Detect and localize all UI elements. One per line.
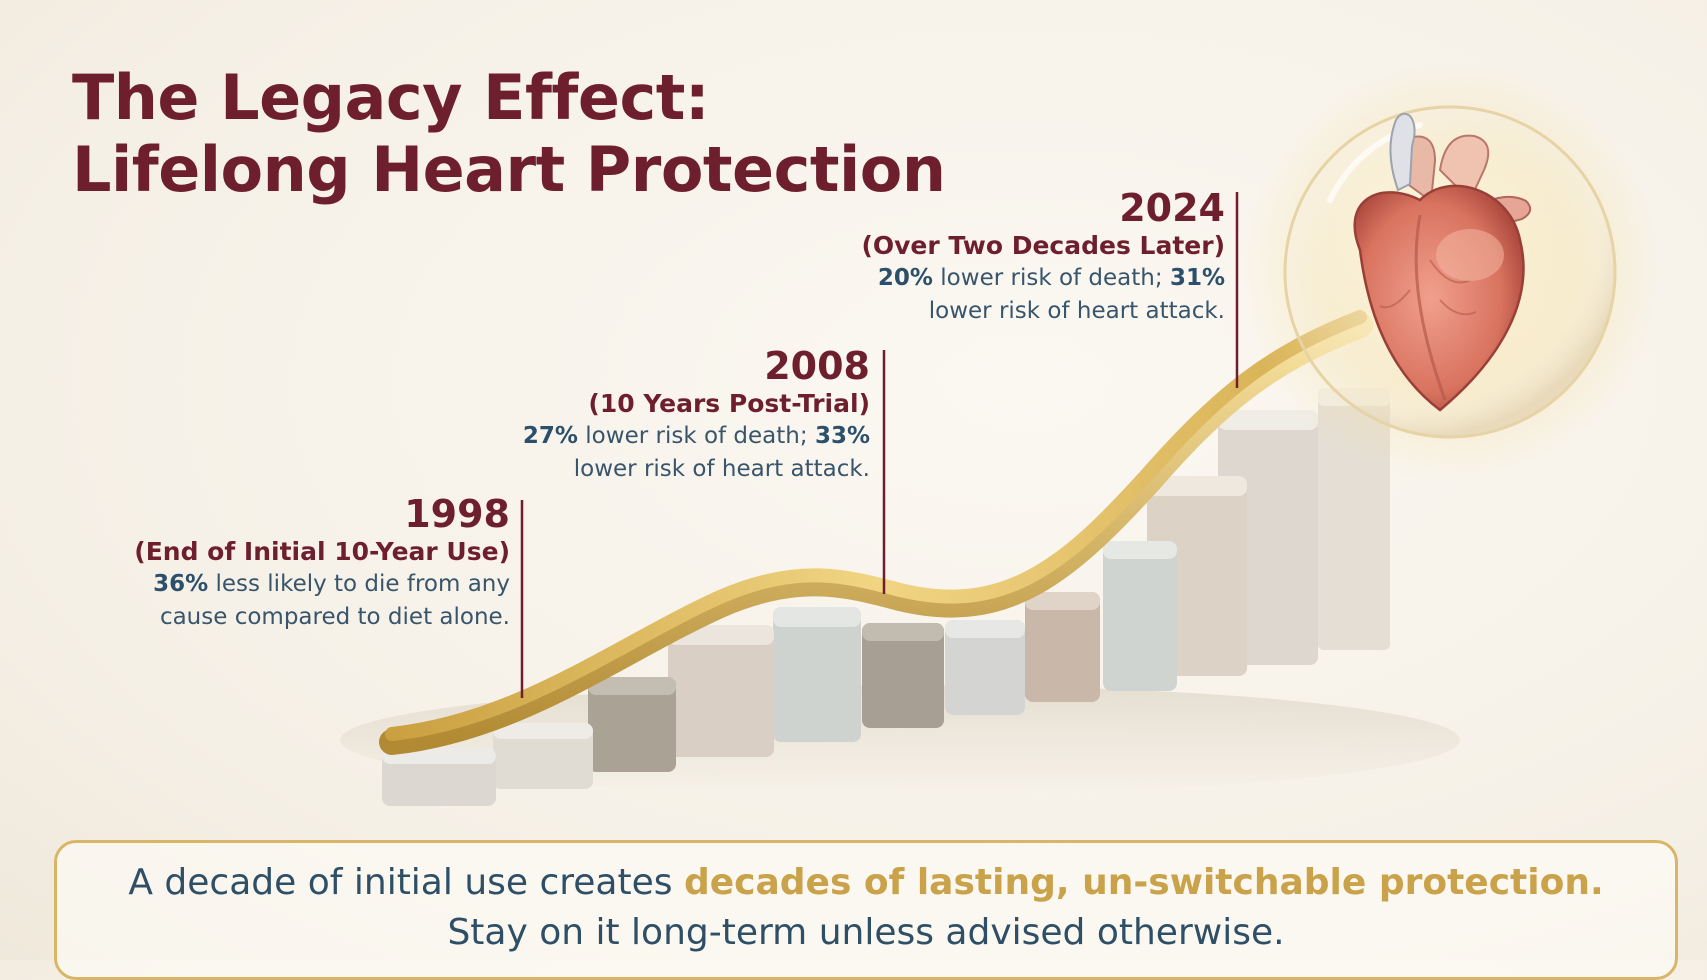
bar-group: [382, 388, 1390, 806]
footer-callout: A decade of initial use creates decades …: [54, 840, 1678, 980]
milestone-subtitle: (10 Years Post-Trial): [588, 389, 870, 418]
milestone-year: 1998: [404, 492, 510, 536]
milestone-subtitle: (Over Two Decades Later): [861, 231, 1225, 260]
milestone-stat: 33%: [814, 423, 870, 449]
footer-text: A decade of initial use creates: [128, 862, 684, 903]
milestone-text: less likely to die from any: [208, 571, 510, 597]
milestone-description: 36% less likely to die from any cause co…: [100, 568, 510, 634]
milestone-stat: 31%: [1169, 265, 1225, 291]
milestone-subtitle: (End of Initial 10-Year Use): [134, 537, 510, 566]
milestone-stat: 27%: [522, 423, 578, 449]
milestone-stat: 36%: [153, 571, 209, 597]
milestone-1998: 1998 (End of Initial 10-Year Use) 36% le…: [100, 492, 510, 634]
milestone-2024: 2024 (Over Two Decades Later) 20% lower …: [800, 186, 1225, 328]
page-title: The Legacy Effect: Lifelong Heart Protec…: [72, 61, 946, 206]
anatomical-heart-icon: [1353, 112, 1532, 412]
milestone-description: 20% lower risk of death; 31% lower risk …: [800, 262, 1225, 328]
milestone-text: lower risk of death;: [932, 265, 1170, 291]
footer-line-1: A decade of initial use creates decades …: [57, 858, 1675, 908]
milestone-stat: 20%: [877, 265, 933, 291]
milestone-year: 2008: [764, 344, 870, 388]
title-line-2: Lifelong Heart Protection: [72, 133, 946, 206]
milestone-description: 27% lower risk of death; 33% lower risk …: [470, 420, 870, 486]
milestone-text: lower risk of heart attack.: [928, 298, 1225, 324]
illustration: [340, 62, 1660, 806]
milestone-text: lower risk of heart attack.: [573, 456, 870, 482]
footer-highlight: decades of lasting, un-switchable protec…: [683, 862, 1604, 903]
milestone-year: 2024: [1119, 186, 1225, 230]
title-line-1: The Legacy Effect:: [72, 61, 710, 134]
milestone-text: cause compared to diet alone.: [159, 604, 510, 630]
milestone-2008: 2008 (10 Years Post-Trial) 27% lower ris…: [470, 344, 870, 486]
milestone-text: lower risk of death;: [577, 423, 815, 449]
footer-line-2: Stay on it long-term unless advised othe…: [447, 912, 1285, 953]
